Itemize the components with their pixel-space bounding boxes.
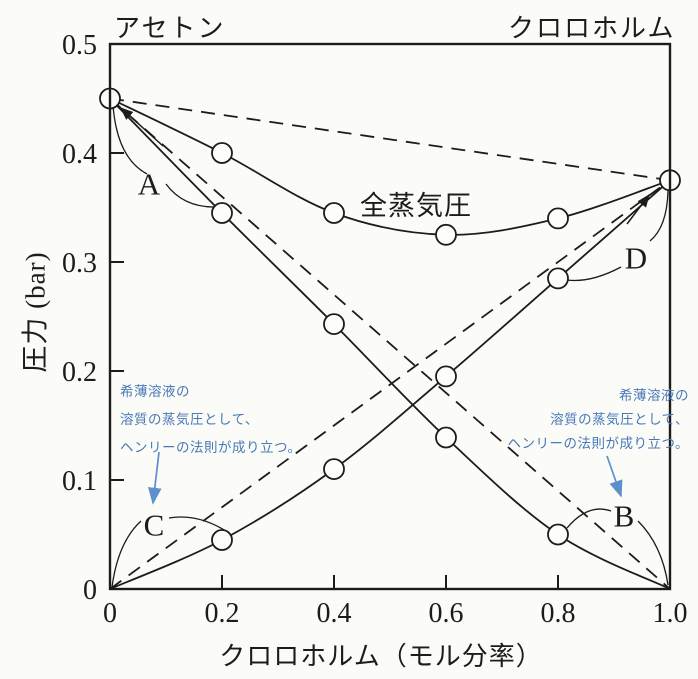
data-point-total-vapor-pressure [547,207,569,230]
raoult-law-dashed-lines [109,97,671,590]
data-point-acetone-partial-pressure [323,313,345,336]
henry-law-note-right: 希薄溶液の 溶質の蒸気圧として、 ヘンリーの法則が成り立つ。 [508,384,689,456]
tick-labels: 0 0.2 0.4 0.6 0.8 1.0 0 0.1 0.2 0.3 0.4 0.5 [62,30,688,629]
leader-arc-d-left [566,266,622,282]
y-tick-label: 0.3 [62,248,97,279]
data-point-total-vapor-pressure [323,202,345,224]
data-point-chloroform-partial-pressure [435,365,457,388]
x-tick-label: 1.0 [653,598,688,629]
y-tick-label: 0.4 [62,139,97,170]
region-label-A: A [137,166,161,202]
data-point-acetone-partial-pressure [211,202,233,224]
leader-arc-d-right [649,190,669,242]
henry-note-arrow-left [148,451,162,505]
x-tick-label: 0.6 [429,598,464,629]
region-label-D: D [624,240,648,276]
region-label-C: C [143,507,165,543]
x-tick-label: 0 [103,598,117,629]
data-point-acetone-partial-pressure [435,426,457,449]
y-tick-label: 0.2 [62,357,97,388]
leader-arc-c-left [111,520,142,588]
leader-arc-a-upper [112,104,148,175]
leader-arc-b-left [566,508,612,529]
leader-arc-b-right [637,520,669,586]
y-tick-label: 0 [83,575,97,606]
plot-border [108,42,672,591]
data-point-total-vapor-pressure [435,223,457,246]
raoult-tangent-arrow-acetone [120,107,164,147]
raoult-tangent-arrow-chloroform [626,193,650,225]
henry-law-note-left: 希薄溶液の 溶質の蒸気圧として、 ヘンリーの法則が成り立つ。 [120,378,301,462]
note-line: 溶質の蒸気圧として、 [120,412,259,427]
x-tick-label: 0.2 [205,598,240,629]
note-line: 溶質の蒸気圧として、 [550,412,689,427]
x-tick-label: 0.8 [541,598,576,629]
y-tick-label: 0.5 [62,30,97,61]
top-axis-label-chloroform: クロロホルム [508,14,676,43]
x-axis-title: クロロホルム（モル分率） [219,642,543,671]
data-point-acetone-partial-pressure [547,523,569,546]
data-point-chloroform-partial-pressure [211,529,233,551]
region-leader-arcs [111,104,669,588]
dashed-line-raoult-acetone [109,97,671,590]
note-line: ヘンリーの法則が成り立つ。 [507,436,689,451]
data-point-total-vapor-pressure [211,142,233,164]
data-point-chloroform-partial-pressure [547,267,569,290]
axes-and-ticks [108,42,672,591]
data-point-chloroform-partial-pressure [323,458,345,481]
total-vapor-pressure-label: 全蒸気圧 [360,191,472,221]
top-axis-label-acetone: アセトン [114,14,226,43]
note-line: 希薄溶液の [619,388,689,403]
annotation-arrows [120,107,650,505]
note-line: 希薄溶液の [120,384,190,399]
leader-arc-a-lower [165,183,215,208]
dashed-line-raoult-ideal-total [109,97,671,182]
y-tick-label: 0.1 [62,466,97,497]
x-tick-label: 0.4 [317,598,352,629]
henry-note-arrow-right [606,455,623,498]
y-axis-title: 圧力 (bar) [20,251,51,373]
data-point-markers [99,87,681,551]
region-label-B: B [613,498,635,534]
note-line: ヘンリーの法則が成り立つ。 [120,440,302,455]
